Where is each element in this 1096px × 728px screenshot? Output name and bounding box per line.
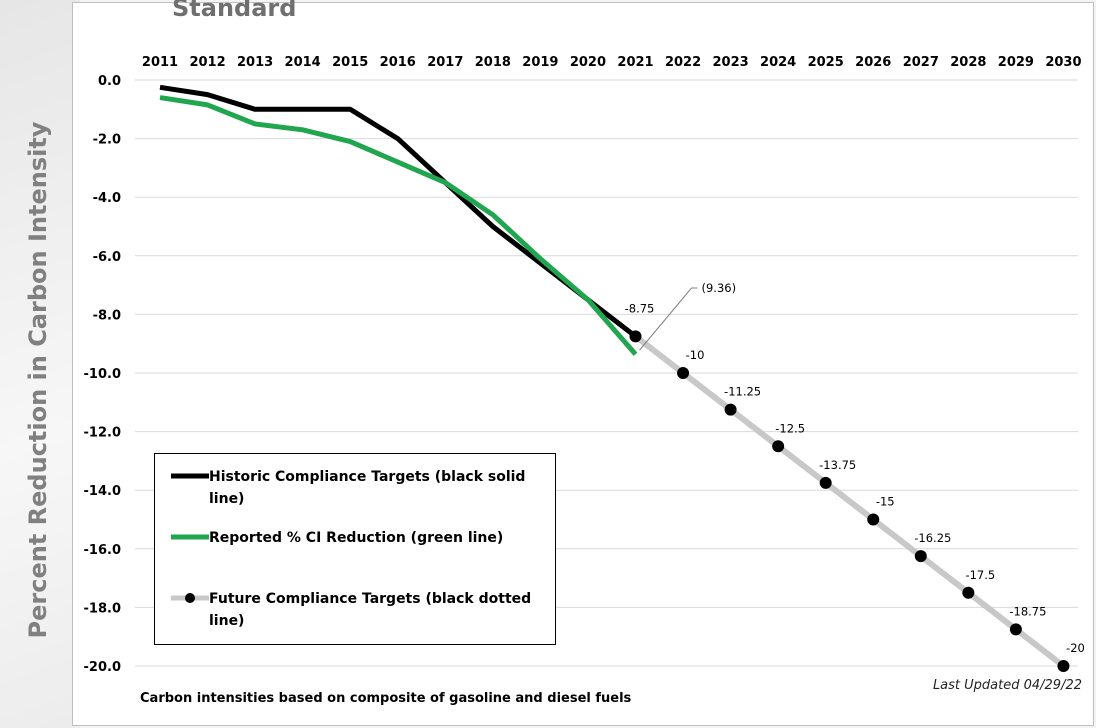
footnote: Carbon intensities based on composite of… [140, 691, 632, 706]
x-tick-label: 2027 [903, 55, 939, 70]
x-tick-label: 2022 [665, 55, 701, 70]
y-tick-label: -20.0 [84, 660, 121, 675]
reported-end-label: (9.36) [702, 281, 737, 295]
x-tick-label: 2023 [713, 55, 749, 70]
series-lines [159, 84, 1067, 669]
legend: Historic Compliance Targets (black solid… [154, 453, 556, 645]
y-tick-label: -12.0 [84, 426, 121, 441]
point-labels: -10 -11.25 -12.5 -13.75 -15 -16.25 -17.5 -18.75… [625, 281, 1085, 655]
y-tick-label: -14.0 [84, 484, 121, 499]
historic-end-label: -8.75 [625, 301, 655, 315]
future-point-label: -18.75 [1009, 604, 1046, 618]
future-markers [629, 330, 1070, 672]
legend-item-historic: Historic Compliance Targets (black solid… [171, 466, 539, 510]
x-tick-label: 2028 [950, 55, 986, 70]
y-tick-label: -18.0 [84, 601, 121, 616]
future-marker [867, 513, 880, 526]
x-tick-label: 2024 [760, 55, 796, 70]
reported-leader-line [639, 287, 698, 351]
y-tick-label: -10.0 [84, 367, 121, 382]
future-marker [1009, 623, 1022, 636]
future-marker [724, 403, 737, 416]
y-tick-label: -2.0 [93, 133, 121, 148]
x-tick-label: 2016 [380, 55, 416, 70]
partial-title: Standard [172, 0, 297, 22]
future-point-label: -16.25 [914, 531, 951, 545]
last-updated: Last Updated 04/29/22 [932, 678, 1082, 693]
y-tick-label: 0.0 [98, 74, 121, 89]
y-tick-label: -8.0 [93, 308, 121, 323]
future-marker [677, 367, 690, 379]
legend-label-historic: Historic Compliance Targets (black solid… [209, 469, 526, 507]
x-tick-label: 2012 [189, 55, 225, 70]
x-tick-label: 2015 [332, 55, 368, 70]
future-point-label: -20 [1066, 641, 1085, 655]
y-tick-labels: 0.0 -2.0 -4.0 -6.0 -8.0 -10.0 -12.0 -14.0 -16.0 -… [84, 74, 121, 675]
legend-label-future: Future Compliance Targets (black dotted … [209, 591, 532, 629]
future-marker [629, 330, 642, 343]
x-tick-label: 2021 [617, 55, 653, 70]
future-point-label: -15 [876, 495, 895, 509]
future-series-line [632, 333, 1067, 669]
legend-swatch-historic [171, 466, 209, 486]
x-tick-labels: 2011 2012 2013 2014 2015 2016 2017 2018 2019 2020… [142, 55, 1082, 70]
future-marker [962, 586, 975, 599]
x-tick-label: 2020 [570, 55, 606, 70]
y-tick-label: -6.0 [93, 250, 121, 265]
legend-swatch-future [171, 588, 209, 608]
future-point-label: -12.5 [775, 421, 805, 435]
future-marker [819, 476, 832, 489]
x-tick-label: 2018 [475, 55, 511, 70]
y-tick-label: -16.0 [84, 543, 121, 558]
legend-item-reported: Reported % CI Reduction (green line) [171, 527, 539, 549]
x-tick-label: 2017 [427, 55, 463, 70]
future-point-label: -10 [686, 348, 705, 362]
x-tick-label: 2026 [855, 55, 891, 70]
future-marker [914, 550, 927, 563]
x-tick-label: 2014 [285, 55, 321, 70]
legend-item-future: Future Compliance Targets (black dotted … [171, 588, 539, 632]
future-point-label: -13.75 [819, 458, 856, 472]
future-point-label: -11.25 [724, 385, 761, 399]
future-marker [772, 440, 785, 453]
x-tick-label: 2029 [998, 55, 1034, 70]
legend-swatch-reported [171, 527, 209, 547]
historic-series-line [159, 84, 638, 339]
legend-label-reported: Reported % CI Reduction (green line) [209, 530, 504, 546]
x-tick-label: 2019 [522, 55, 558, 70]
x-tick-label: 2011 [142, 55, 178, 70]
x-tick-label: 2030 [1045, 55, 1081, 70]
reported-series-line [159, 95, 638, 356]
x-tick-label: 2013 [237, 55, 273, 70]
y-tick-label: -4.0 [93, 191, 121, 206]
future-marker [1057, 660, 1070, 672]
x-tick-label: 2025 [808, 55, 844, 70]
background-band [0, 0, 80, 728]
future-point-label: -17.5 [965, 568, 995, 582]
